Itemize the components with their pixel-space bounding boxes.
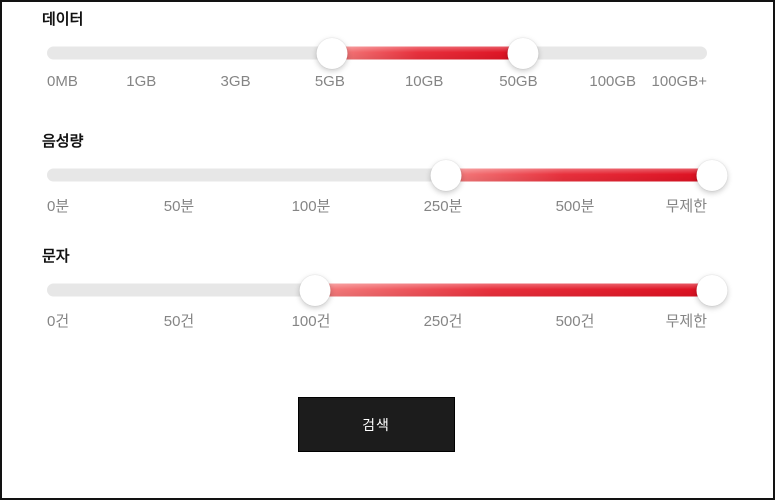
tick-label: 5GB	[314, 73, 345, 90]
tick-label: 100GB	[589, 73, 637, 90]
slider-track-wrap	[42, 36, 710, 70]
slider-section-sms: 문자 0건 50건 100건 250건 500건 무제한	[42, 247, 728, 330]
tick-label: 100건	[291, 313, 331, 330]
tick-label: 0분	[47, 198, 70, 215]
slider-label-sms: 문자	[42, 248, 70, 265]
tick-label: 500분	[555, 198, 595, 215]
tick-label: 무제한	[665, 198, 707, 215]
slider-handle-max[interactable]	[696, 159, 728, 191]
slider-track-wrap	[42, 158, 728, 192]
slider-range-fill	[446, 168, 707, 182]
slider-section-data: 데이터 0MB 1GB 3GB 5GB 10GB 50GB 100GB 100GB+	[42, 10, 710, 92]
slider-handle-min[interactable]	[430, 159, 462, 191]
slider-tick-row: 0MB 1GB 3GB 5GB 10GB 50GB 100GB 100GB+	[47, 73, 707, 92]
slider-label-data: 데이터	[42, 11, 84, 28]
slider-handle-max[interactable]	[696, 274, 728, 306]
slider-section-voice: 음성량 0분 50분 100분 250분 500분 무제한	[42, 132, 728, 215]
slider-range-fill	[332, 46, 523, 60]
slider-track[interactable]	[47, 159, 728, 191]
slider-tick-row: 0분 50분 100분 250분 500분 무제한	[47, 195, 707, 215]
slider-handle-min[interactable]	[299, 274, 331, 306]
tick-label: 50GB	[499, 73, 538, 90]
tick-label: 3GB	[220, 73, 251, 90]
tick-label: 500건	[555, 313, 595, 330]
tick-label: 50분	[163, 198, 195, 215]
slider-handle-min[interactable]	[316, 37, 348, 69]
filter-content: 데이터 0MB 1GB 3GB 5GB 10GB 50GB 100GB 100GB+ 음성량 …	[2, 2, 773, 452]
tick-label: 100GB+	[651, 73, 707, 90]
tick-label: 무제한	[665, 313, 707, 330]
slider-track[interactable]	[47, 37, 707, 69]
tick-label: 1GB	[126, 73, 157, 90]
slider-label-voice: 음성량	[42, 133, 84, 150]
slider-track-wrap	[42, 273, 728, 307]
tick-label: 50건	[163, 313, 195, 330]
slider-range-fill	[314, 283, 707, 297]
tick-label: 10GB	[404, 73, 444, 90]
tick-label: 0MB	[47, 73, 78, 90]
tick-label: 100분	[291, 198, 331, 215]
slider-handle-max[interactable]	[507, 37, 539, 69]
tick-label: 250건	[423, 313, 463, 330]
slider-list: 데이터 0MB 1GB 3GB 5GB 10GB 50GB 100GB 100GB+ 음성량 …	[42, 10, 728, 330]
tick-label: 0건	[47, 313, 70, 330]
slider-tick-row: 0건 50건 100건 250건 500건 무제한	[47, 310, 707, 330]
search-button[interactable]: 검색	[297, 397, 455, 452]
slider-track[interactable]	[47, 274, 728, 306]
tick-label: 250분	[423, 198, 463, 215]
